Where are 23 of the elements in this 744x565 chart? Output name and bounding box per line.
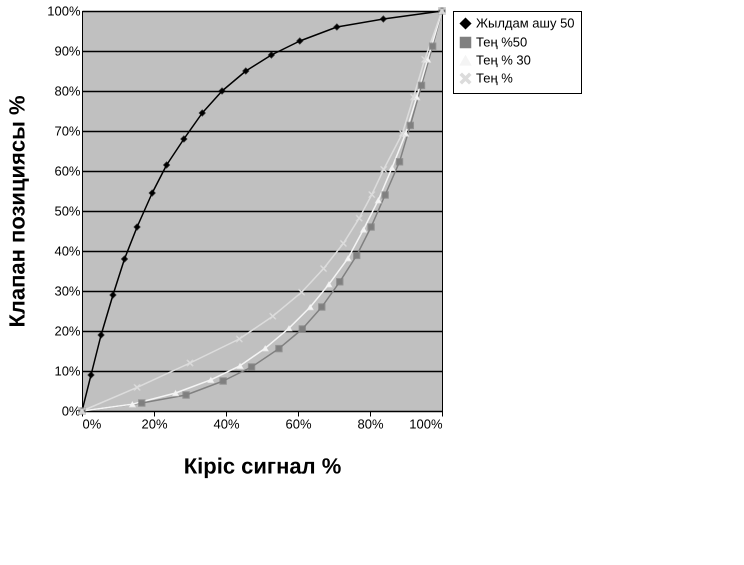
y-tick-label: 100% [47,4,81,18]
y-tick-label: 50% [54,204,81,218]
y-tick-label: 10% [54,364,81,378]
x-tick-label: 0% [82,416,102,432]
y-tick-label: 70% [54,124,81,138]
y-axis-title: Клапан позициясы % [4,95,30,328]
y-tick-label: 90% [54,44,81,58]
legend-label: Тең %50 [476,34,528,50]
y-tick-label: 60% [54,164,81,178]
x-tick-label: 100% [409,416,443,432]
x-axis-title: Кіріс сигнал % [184,454,342,478]
y-tick-label: 30% [54,284,81,298]
legend-label: Тең % [476,70,514,86]
y-tick-label: 20% [54,324,81,338]
y-tick-label: 40% [54,244,81,258]
y-tick-label: 80% [54,84,81,98]
legend-label: Тең % 30 [476,52,531,68]
x-tick-label: 20% [141,416,168,432]
y-tick-label: 0% [62,404,81,418]
x-tick-label: 60% [285,416,312,432]
x-tick-label: 40% [213,416,240,432]
x-tick-label: 80% [357,416,384,432]
legend-label: Жылдам ашу 50 [476,16,575,30]
